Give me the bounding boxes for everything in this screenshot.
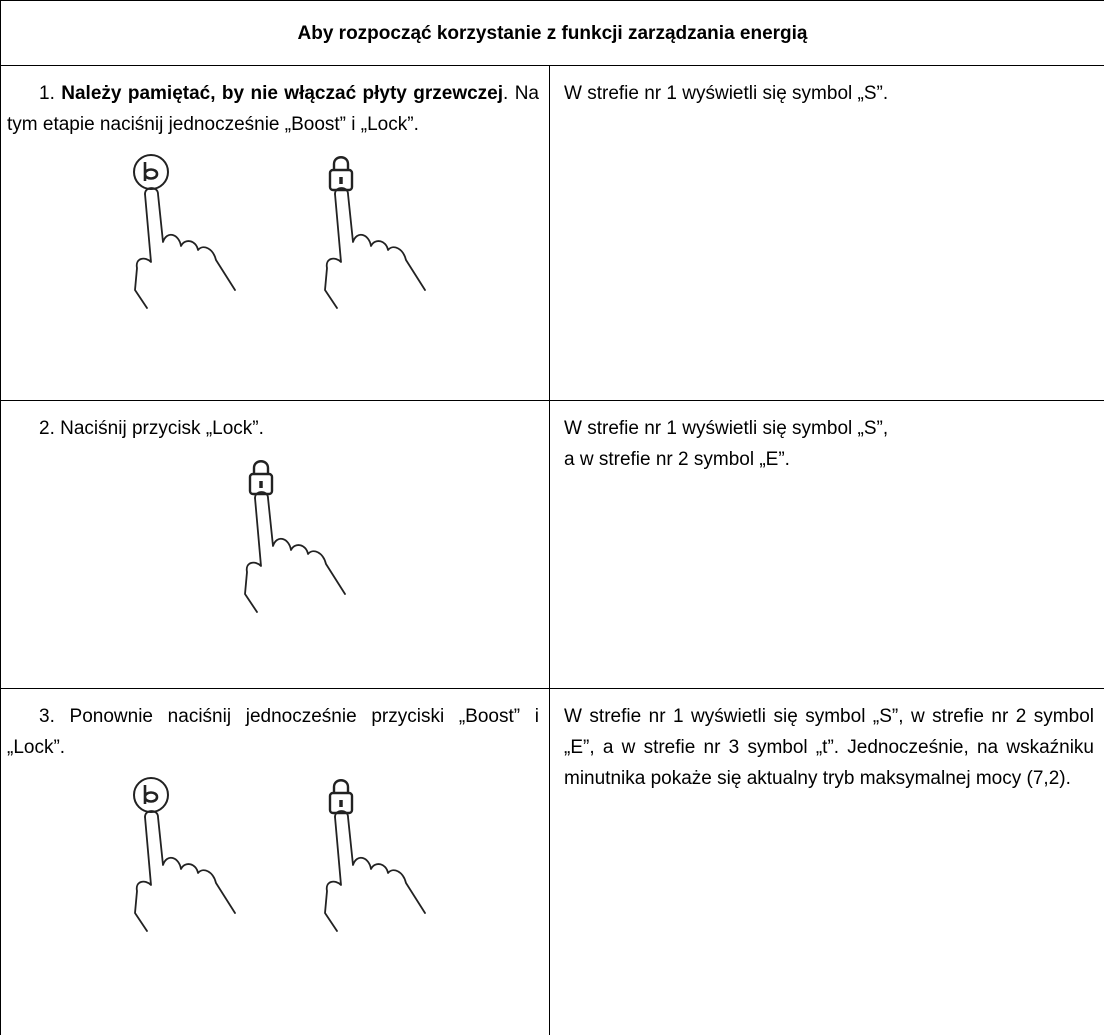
table-header: Aby rozpocząć korzystanie z funkcji zarz…: [1, 1, 1104, 66]
step-rest: Ponownie naciśnij jednocześnie przyciski…: [7, 706, 539, 758]
result-cell: W strefie nr 1 wyświetli się symbol „S”,…: [550, 401, 1104, 689]
icons: [7, 444, 539, 624]
result-cell: W strefie nr 1 wyświetli się symbol „S”.: [550, 66, 1104, 401]
step-rest: Naciśnij przycisk „Lock”.: [60, 418, 264, 439]
step-cell: 1. Należy pamiętać, by nie włączać płyty…: [1, 66, 550, 401]
lock-press-icon: [313, 773, 443, 943]
step-cell: 3. Ponownie naciśnij jednocześnie przyci…: [1, 689, 550, 1035]
lock-press-icon: [233, 454, 363, 624]
result-line: W strefie nr 1 wyświetli się symbol „S”,: [556, 413, 1094, 444]
lock-press-icon: [313, 150, 443, 320]
step-text: 1. Należy pamiętać, by nie włączać płyty…: [7, 78, 539, 140]
step-number: 2.: [39, 418, 55, 439]
step-cell: 2. Naciśnij przycisk „Lock”.: [1, 401, 550, 689]
step-text: 3. Ponownie naciśnij jednocześnie przyci…: [7, 701, 539, 763]
boost-press-icon: [123, 150, 253, 320]
result-cell: W strefie nr 1 wyświetli się symbol „S”,…: [550, 689, 1104, 1035]
step-number: 1.: [39, 83, 55, 104]
icons: [7, 763, 539, 943]
result-line: a w strefie nr 2 symbol „E”.: [556, 444, 1094, 475]
result-line: W strefie nr 1 wyświetli się symbol „S”.: [556, 78, 1094, 109]
boost-press-icon: [123, 773, 253, 943]
step-text: 2. Naciśnij przycisk „Lock”.: [7, 413, 539, 444]
result-line: W strefie nr 1 wyświetli się symbol „S”,…: [556, 701, 1094, 794]
step-bold: Należy pamiętać, by nie włączać płyty gr…: [61, 83, 503, 104]
icons: [7, 140, 539, 320]
step-number: 3.: [39, 706, 55, 727]
